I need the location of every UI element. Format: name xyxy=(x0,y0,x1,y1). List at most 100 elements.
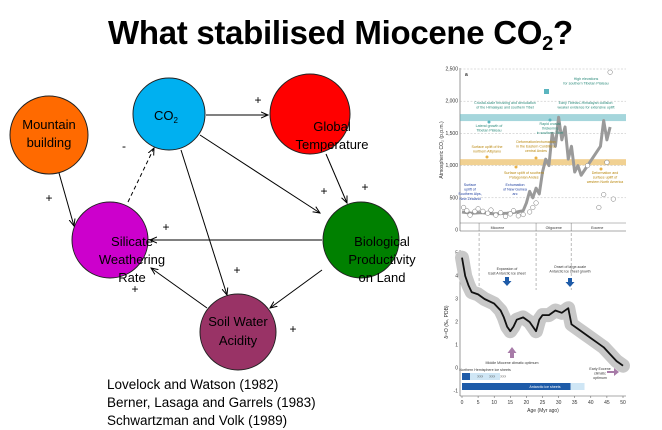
mmco-arrow-icon xyxy=(507,347,517,358)
event-marker xyxy=(485,155,489,159)
co2-proxy-point xyxy=(610,196,616,202)
annotation-patagonian-uplift: Patagonian Andes xyxy=(509,176,538,180)
uncertain-marker: ??? xyxy=(489,375,495,379)
antarctic-ice-sheets-label: Antarctic ice sheets xyxy=(529,385,560,389)
co2-proxy-point xyxy=(527,209,533,215)
co2-proxy-point xyxy=(502,213,509,220)
annotation-early-eocene-optimum: Early Eocene xyxy=(589,367,610,371)
panel-a-ytick-label: 0 xyxy=(455,228,458,234)
annotation-crustal-thrusting: of the Himalayas and southern Tibet xyxy=(476,106,534,110)
annotation-rapid-thickening: thickening xyxy=(542,127,558,131)
co2-proxy-point xyxy=(467,212,473,218)
slide-title: What stabilised Miocene CO2? xyxy=(108,14,573,56)
annotation-new-guinea-exhumation: arc xyxy=(513,192,518,196)
label-mountain-line1: Mountain xyxy=(22,117,75,132)
title-question-mark: ? xyxy=(552,14,573,51)
tectonic-band-teal xyxy=(460,114,626,122)
co2-proxy-point xyxy=(604,159,610,165)
sign-biological-soil: + xyxy=(289,322,296,336)
panel-b-xtick-label: 15 xyxy=(508,400,514,406)
panel-b-ytick-label: -1 xyxy=(454,389,459,395)
uncertain-marker: ??? xyxy=(477,375,483,379)
sign-co2-soil: + xyxy=(233,263,240,277)
co2-proxy-point xyxy=(475,206,481,212)
annotation-deformation-andes: in the Eastern Cordillera, xyxy=(516,145,556,149)
epoch-label: Oligocene xyxy=(546,226,562,230)
co2-proxy-point xyxy=(464,208,470,214)
node-biological-productivity xyxy=(322,201,400,279)
label-silicate-line3: Rate xyxy=(118,270,145,285)
label-temperature-line1: Global xyxy=(313,119,351,134)
co2-proxy-point xyxy=(601,192,607,198)
citation: Lovelock and Watson (1982) xyxy=(107,377,279,392)
annotation-lateral-growth: Lateral growth of xyxy=(476,124,503,128)
panel-a-ytick-label: 1,500 xyxy=(445,131,458,137)
panel-b-ylabel: δ¹⁸O (‰, PDB) xyxy=(444,305,450,339)
arrow-soil-to-silicate xyxy=(151,268,208,309)
annotation-early-collision: weaker evidence for extensive uplift xyxy=(558,106,615,110)
arrow-co2-to-soil xyxy=(180,149,227,295)
co2-proxy-point xyxy=(530,204,536,211)
label-soil-line1: Soil Water xyxy=(208,314,268,329)
annotation-lateral-growth: Tibetan Plateau xyxy=(476,129,501,133)
panel-b-xtick-label: 20 xyxy=(524,400,530,406)
annotation-north-america-uplift: western North America xyxy=(587,180,623,184)
eeco-arrow-icon xyxy=(607,368,619,376)
label-biological-line3: on Land xyxy=(359,270,406,285)
panel-a-ylabel: Atmospheric CO₂ (p.p.m.) xyxy=(439,121,445,179)
event-marker xyxy=(544,89,549,94)
sign-co2-temperature: + xyxy=(254,93,261,107)
panel-a-ytick-label: 2,500 xyxy=(445,67,458,73)
citations: Lovelock and Watson (1982) Berner, Lasag… xyxy=(107,376,316,430)
sign-mountain-silicate: + xyxy=(45,191,52,205)
node-global-temperature xyxy=(269,73,351,155)
annotation-early-eocene-optimum: climatic xyxy=(594,372,606,376)
arrow-biological-to-soil xyxy=(270,269,323,308)
annotation-middle-miocene-optimum: Middle Miocene climatic optimum xyxy=(486,361,539,365)
node-mountain-building xyxy=(9,95,89,175)
panel-b-xtick-label: 10 xyxy=(491,400,497,406)
label-silicate-line1: Silicate xyxy=(111,234,153,249)
sign-temperature-biological: + xyxy=(361,180,368,194)
arrow-mountain-to-silicate xyxy=(58,172,74,226)
d18o-uncertainty-band xyxy=(455,250,630,373)
annotation-early-collision: Early Tibetan–Himalayan collision: xyxy=(559,101,614,105)
panel-b-ytick-label: 3 xyxy=(455,297,458,303)
annotation-northern-hemisphere-ice: Northern Hemisphere ice sheets xyxy=(459,368,511,372)
annotation-southern-alps-uplift: uplift of xyxy=(464,188,476,192)
epoch-label: Miocene xyxy=(491,226,505,230)
annotation-high-elevations: High elevations xyxy=(574,77,599,81)
uncertain-marker: ??? xyxy=(500,375,506,379)
annotation-southern-alps-uplift: Surface xyxy=(464,183,476,187)
label-soil-line2: Acidity xyxy=(219,333,258,348)
epoch-label: Eocene xyxy=(591,226,603,230)
annotation-altiplano-uplift: northern Altiplano xyxy=(473,150,501,154)
annotation-expansion-east-antarctic: Expansion of xyxy=(497,267,518,271)
sign-soil-silicate: + xyxy=(131,282,138,296)
event-marker xyxy=(514,165,518,169)
panel-b-ytick-label: 1 xyxy=(455,343,458,349)
tectonic-band-gold xyxy=(460,159,626,166)
annotation-north-america-uplift: surface uplift of xyxy=(593,176,617,180)
sign-biological-silicate: + xyxy=(162,220,169,234)
co2-proxy-point xyxy=(515,213,521,219)
panel-a-ytick-label: 500 xyxy=(450,195,459,201)
label-biological-line2: Productivity xyxy=(348,252,416,267)
co2-proxy-point xyxy=(533,200,539,206)
antarctic-onset-arrow-icon xyxy=(565,278,575,287)
panel-a-ytick-label: 1,000 xyxy=(445,163,458,169)
nh-ice-sheet-uncertain-bar xyxy=(470,373,500,380)
label-temperature-line2: Temperature xyxy=(296,137,369,152)
annotation-southern-alps-uplift: New Zealand xyxy=(459,197,480,201)
panel-b-xtick-label: 45 xyxy=(604,400,610,406)
panel-b-xtick-label: 40 xyxy=(588,400,594,406)
node-silicate-weathering xyxy=(71,201,149,279)
annotation-north-america-uplift: Deformation and xyxy=(592,171,619,175)
sign-silicate-co2: - xyxy=(122,139,126,153)
co2-proxy-point xyxy=(498,210,504,216)
annotation-southern-alps-uplift: Southern Alps, xyxy=(458,192,481,196)
panel-b-ytick-label: 2 xyxy=(455,320,458,326)
panel-a-label: a xyxy=(465,72,468,78)
annotation-crustal-thrusting: Crustal-scale thrusting and denudation xyxy=(474,101,536,105)
